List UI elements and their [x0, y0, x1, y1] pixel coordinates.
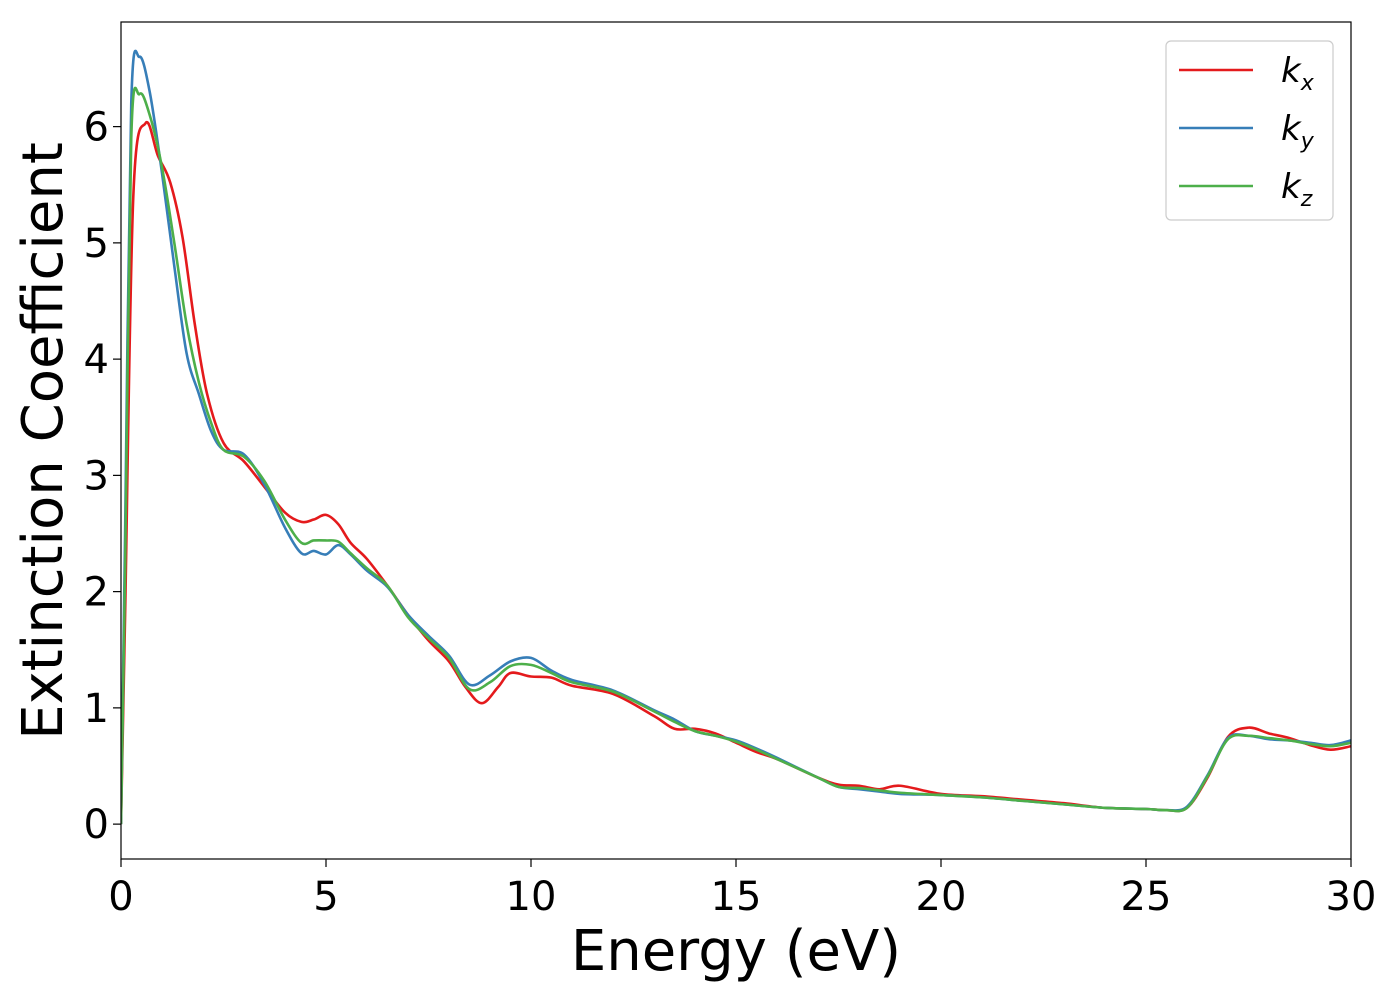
series-layer: [121, 49, 1351, 825]
y-axis-label: Extinction Coefficient: [11, 142, 76, 740]
x-tick-label: 25: [1121, 874, 1172, 920]
legend-box: [1165, 40, 1334, 221]
y-tick-label: 3: [84, 453, 109, 499]
x-tick-label: 30: [1326, 874, 1377, 920]
y-tick-label: 6: [84, 105, 109, 151]
y-tick-label: 0: [84, 802, 109, 848]
x-tick-label: 15: [711, 874, 762, 920]
y-tick-label: 5: [84, 221, 109, 267]
x-tick-label: 0: [108, 874, 133, 920]
x-tick-label: 10: [506, 874, 557, 920]
y-tick-label: 2: [84, 570, 109, 616]
x-axis-ticks: 0 5 10 15 20 25 30: [108, 859, 1376, 920]
y-axis-ticks: 0 1 2 3 4 5 6: [84, 105, 121, 848]
x-axis-label: Energy (eV): [571, 919, 901, 984]
y-tick-label: 1: [84, 686, 109, 732]
series-line-kz: [121, 86, 1351, 825]
y-tick-label: 4: [84, 337, 109, 383]
x-tick-label: 20: [916, 874, 967, 920]
x-tick-label: 5: [313, 874, 338, 920]
